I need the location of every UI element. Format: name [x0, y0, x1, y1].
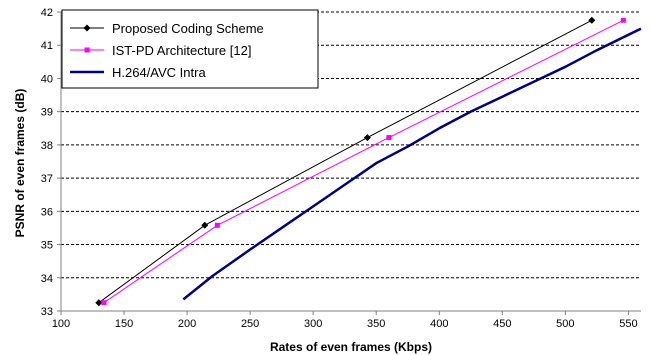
x-tick-label: 350: [367, 318, 385, 330]
y-tick-label: 38: [41, 140, 53, 152]
data-point: [201, 221, 209, 229]
legend-entry: H.264/AVC Intra: [70, 65, 206, 80]
legend-label: IST-PD Architecture [12]: [112, 43, 251, 58]
y-tick-label: 35: [41, 240, 53, 252]
legend-marker: [83, 24, 91, 32]
x-axis-label: Rates of even frames (Kbps): [270, 340, 432, 354]
x-tick-label: 250: [241, 318, 259, 330]
data-point: [620, 17, 626, 23]
y-tick-label: 34: [41, 273, 53, 285]
legend-entry: Proposed Coding Scheme: [70, 21, 264, 36]
legend-box: [61, 9, 319, 89]
y-tick-label: 40: [41, 73, 53, 85]
data-point: [214, 222, 220, 228]
series-line: [182, 27, 642, 301]
series-line: [103, 19, 624, 304]
y-tick-label: 39: [41, 107, 53, 119]
legend-marker: [84, 47, 90, 53]
data-point: [101, 300, 107, 306]
x-tick-label: 100: [52, 318, 70, 330]
y-tick-label: 36: [41, 206, 53, 218]
series-lines: [95, 16, 642, 307]
axes: [60, 12, 641, 312]
data-point: [95, 299, 103, 307]
legend-entry: IST-PD Architecture [12]: [70, 43, 251, 58]
series-0: [95, 16, 596, 307]
x-tick-label: 400: [430, 318, 448, 330]
legend-label: H.264/AVC Intra: [112, 65, 206, 80]
data-point: [363, 134, 371, 142]
y-axis-label: PSNR of even frames (dB): [13, 89, 27, 238]
y-tick-labels: 33 34 35 36 37 38 39 40 41 42: [41, 7, 61, 318]
x-tick-labels: 100 150 200 250 300 350 400 450 500 550: [52, 311, 638, 330]
y-tick-label: 37: [41, 173, 53, 185]
legend-label: Proposed Coding Scheme: [112, 21, 264, 36]
data-point: [588, 16, 596, 24]
x-tick-label: 550: [619, 318, 637, 330]
series-line: [98, 19, 593, 304]
x-tick-label: 500: [556, 318, 574, 330]
y-tick-label: 33: [41, 306, 53, 318]
x-tick-label: 200: [178, 318, 196, 330]
x-tick-label: 450: [493, 318, 511, 330]
series-2: [182, 27, 642, 301]
data-point: [386, 135, 392, 141]
x-tick-label: 300: [304, 318, 322, 330]
y-tick-label: 42: [41, 7, 53, 19]
x-tick-label: 150: [115, 318, 133, 330]
y-tick-label: 41: [41, 40, 53, 52]
legend: Proposed Coding Scheme IST-PD Architectur…: [61, 9, 319, 89]
series-1: [101, 17, 626, 306]
